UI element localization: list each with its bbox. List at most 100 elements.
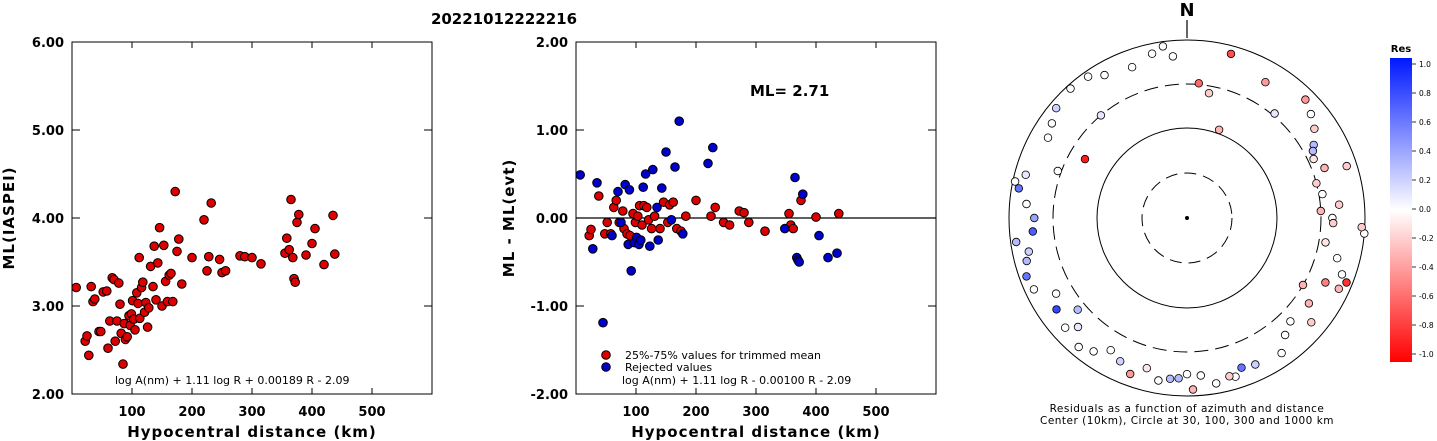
ring-30km bbox=[1141, 172, 1233, 264]
legend-marker-rejected bbox=[601, 362, 611, 372]
data-point bbox=[307, 238, 317, 249]
residual-points bbox=[575, 116, 844, 328]
data-point bbox=[204, 251, 214, 262]
data-point bbox=[96, 326, 106, 337]
station-marker bbox=[1196, 371, 1205, 380]
station-marker bbox=[1165, 374, 1175, 383]
station-marker bbox=[1334, 200, 1344, 209]
figure-title: 20221012222216 bbox=[431, 10, 577, 28]
magnitude-axis-ticks: 100 200 300 400 500 2.00 3.00 4.00 5.00 6.00 bbox=[32, 36, 432, 420]
station-marker bbox=[1010, 177, 1020, 186]
station-marker bbox=[1096, 111, 1106, 120]
station-marker bbox=[1312, 179, 1321, 188]
data-point bbox=[636, 235, 646, 245]
station-marker bbox=[1214, 125, 1224, 134]
data-point bbox=[174, 234, 184, 244]
data-point bbox=[71, 282, 81, 293]
data-point bbox=[134, 252, 144, 263]
station-marker bbox=[1060, 323, 1070, 332]
station-marker bbox=[1052, 305, 1061, 314]
data-point bbox=[154, 222, 165, 233]
station-marker bbox=[1318, 189, 1327, 199]
data-point bbox=[206, 198, 216, 208]
station-marker bbox=[1286, 317, 1295, 326]
data-point bbox=[666, 215, 677, 225]
station-marker bbox=[1127, 62, 1137, 72]
data-point bbox=[168, 296, 178, 307]
data-point bbox=[814, 230, 824, 241]
data-point bbox=[102, 286, 112, 296]
data-point bbox=[149, 241, 159, 251]
residual-legend: 25%-75% values for trimmed mean Rejected… bbox=[601, 349, 821, 374]
y-tick-label: 2.00 bbox=[32, 388, 64, 403]
data-point bbox=[319, 259, 329, 270]
data-point bbox=[90, 294, 100, 304]
data-point bbox=[138, 277, 148, 288]
station-marker bbox=[1125, 369, 1135, 379]
station-markers bbox=[1010, 42, 1369, 394]
station-marker bbox=[1342, 278, 1351, 287]
data-point bbox=[640, 169, 651, 179]
station-marker bbox=[1334, 284, 1343, 293]
station-marker bbox=[1225, 372, 1234, 381]
station-marker bbox=[1310, 124, 1319, 133]
y-tick-label: 2.00 bbox=[536, 36, 568, 51]
colorbar-tick-label: -0.6 bbox=[1419, 292, 1434, 301]
data-point bbox=[760, 226, 770, 236]
data-point bbox=[670, 162, 680, 172]
colorbar-tick-label: -0.8 bbox=[1419, 321, 1434, 330]
ring-100km bbox=[1096, 127, 1278, 309]
station-marker bbox=[1211, 379, 1221, 388]
y-tick-label: -2.00 bbox=[531, 388, 568, 403]
data-point bbox=[744, 217, 754, 228]
data-point bbox=[638, 182, 649, 192]
y-tick-label: 5.00 bbox=[32, 124, 64, 139]
station-marker bbox=[1043, 133, 1053, 142]
station-marker bbox=[1321, 278, 1330, 287]
data-point bbox=[153, 258, 163, 268]
data-point bbox=[626, 266, 637, 276]
data-point bbox=[310, 223, 320, 234]
azimuth-caption-line2: Center (10km), Circle at 30, 100, 300 an… bbox=[1040, 415, 1334, 427]
station-marker bbox=[1321, 238, 1330, 247]
data-point bbox=[602, 217, 613, 228]
data-point bbox=[199, 215, 209, 225]
data-point bbox=[247, 252, 257, 263]
data-point bbox=[681, 211, 691, 221]
colorbar-tick-label: 0.6 bbox=[1419, 118, 1431, 127]
data-point bbox=[214, 254, 225, 265]
magnitude-plot-frame bbox=[71, 41, 433, 395]
station-marker bbox=[1022, 272, 1031, 281]
data-point bbox=[142, 322, 153, 332]
colorbar-tick-label: -0.4 bbox=[1419, 263, 1434, 272]
x-tick-label: 500 bbox=[862, 405, 889, 420]
x-tick-label: 200 bbox=[178, 405, 205, 420]
data-point bbox=[130, 325, 140, 335]
station-marker bbox=[1261, 77, 1270, 87]
data-point bbox=[594, 191, 604, 201]
station-marker bbox=[1307, 318, 1316, 327]
station-marker bbox=[1308, 146, 1318, 156]
data-point bbox=[177, 279, 187, 289]
station-marker bbox=[1028, 227, 1037, 236]
y-tick-label: -1.00 bbox=[531, 300, 568, 315]
station-marker bbox=[1012, 237, 1021, 247]
colorbar-tick-label: 0.4 bbox=[1419, 147, 1431, 156]
station-marker bbox=[1115, 357, 1125, 366]
station-marker bbox=[1030, 213, 1039, 223]
colorbar-ticks: 1.0 0.8 0.6 0.4 0.2 0.0 -0.2 -0.4 -0.6 -0.8 -1.0 bbox=[1412, 60, 1434, 359]
station-marker bbox=[1304, 299, 1314, 308]
station-marker bbox=[1022, 256, 1031, 266]
data-point bbox=[661, 147, 671, 157]
station-marker bbox=[1270, 109, 1279, 118]
station-marker bbox=[1053, 166, 1062, 176]
data-point bbox=[645, 241, 655, 251]
data-point bbox=[110, 336, 120, 347]
station-marker bbox=[1022, 199, 1031, 209]
station-marker bbox=[1147, 49, 1157, 58]
station-marker bbox=[1047, 119, 1057, 128]
magnitude-formula: log A(nm) + 1.11 log R + 0.00189 R - 2.0… bbox=[115, 374, 349, 387]
station-marker bbox=[1298, 280, 1308, 290]
data-point bbox=[811, 212, 821, 222]
data-point bbox=[286, 194, 296, 205]
